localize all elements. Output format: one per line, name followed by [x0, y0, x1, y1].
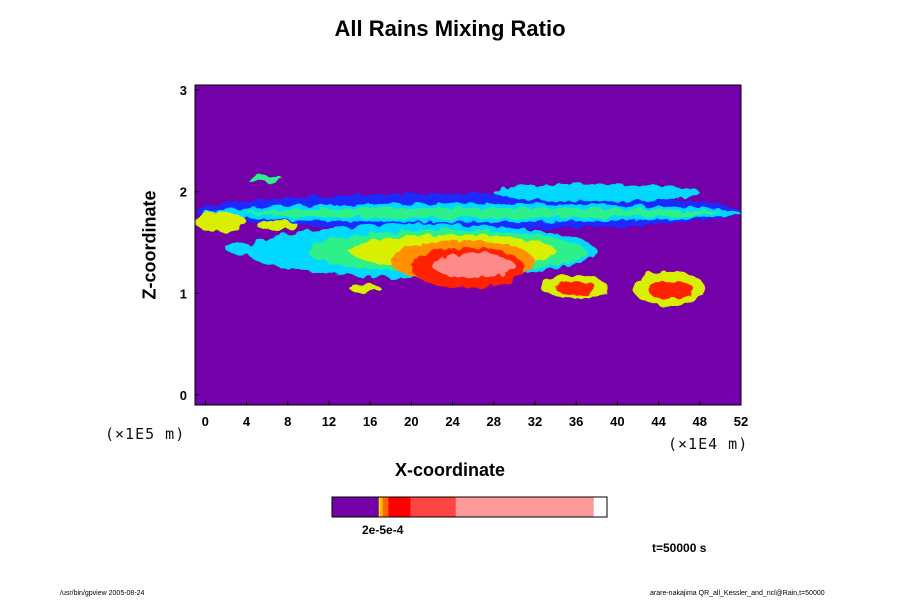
rain-feature-18	[256, 220, 299, 231]
colorbar-frame	[331, 496, 608, 518]
x-tick-label: 36	[569, 414, 583, 429]
x-tick-label: 0	[202, 414, 209, 429]
y-tick-label: 3	[180, 83, 187, 98]
rain-feature-12	[349, 283, 381, 294]
y-tick-label: 0	[180, 388, 187, 403]
colorbar-label: 2e-5e-4	[362, 523, 404, 537]
colorbar-band-5	[410, 497, 457, 517]
rain-feature-17	[195, 211, 247, 233]
rain-feature-10	[431, 252, 515, 279]
time-label: t=50000 s	[652, 541, 707, 555]
colorbar-band-6	[455, 497, 594, 517]
x-axis-units: (×1E4 m)	[668, 435, 749, 453]
rain-feature-2	[246, 207, 721, 219]
colorbar-band-2	[380, 497, 384, 517]
x-tick-label: 28	[487, 414, 501, 429]
x-tick-label: 20	[404, 414, 418, 429]
x-tick-label: 48	[693, 414, 707, 429]
rain-feature-11	[225, 242, 252, 255]
colorbar-band-3	[382, 497, 389, 517]
colorbar-band-4	[388, 497, 411, 517]
x-tick-label: 44	[651, 414, 666, 429]
rain-feature-4	[246, 175, 283, 182]
x-tick-label: 52	[734, 414, 748, 429]
x-tick-label: 4	[243, 414, 251, 429]
y-tick-label: 1	[180, 286, 187, 301]
plot-frame	[194, 84, 742, 406]
footer-left: /usr/bin/gpview 2005-08-24	[60, 590, 145, 597]
y-tick-label: 2	[180, 185, 187, 200]
x-tick-label: 16	[363, 414, 377, 429]
rain-feature-16	[648, 281, 695, 300]
x-tick-label: 32	[528, 414, 542, 429]
x-tick-label: 12	[322, 414, 336, 429]
x-tick-label: 40	[610, 414, 624, 429]
x-tick-label: 24	[445, 414, 460, 429]
rain-feature-3	[493, 183, 700, 202]
footer-right: arare-nakajima QR_all_Kessler_and_ncl@Ra…	[650, 590, 825, 597]
x-tick-label: 8	[284, 414, 291, 429]
y-axis-units: (×1E5 m)	[105, 425, 186, 443]
x-axis-label: X-coordinate	[394, 460, 505, 480]
chart-title: All Rains Mixing Ratio	[334, 16, 566, 41]
rain-feature-14	[555, 281, 597, 296]
colorbar-band-0	[332, 497, 380, 517]
colorbar-band-1	[378, 497, 381, 517]
